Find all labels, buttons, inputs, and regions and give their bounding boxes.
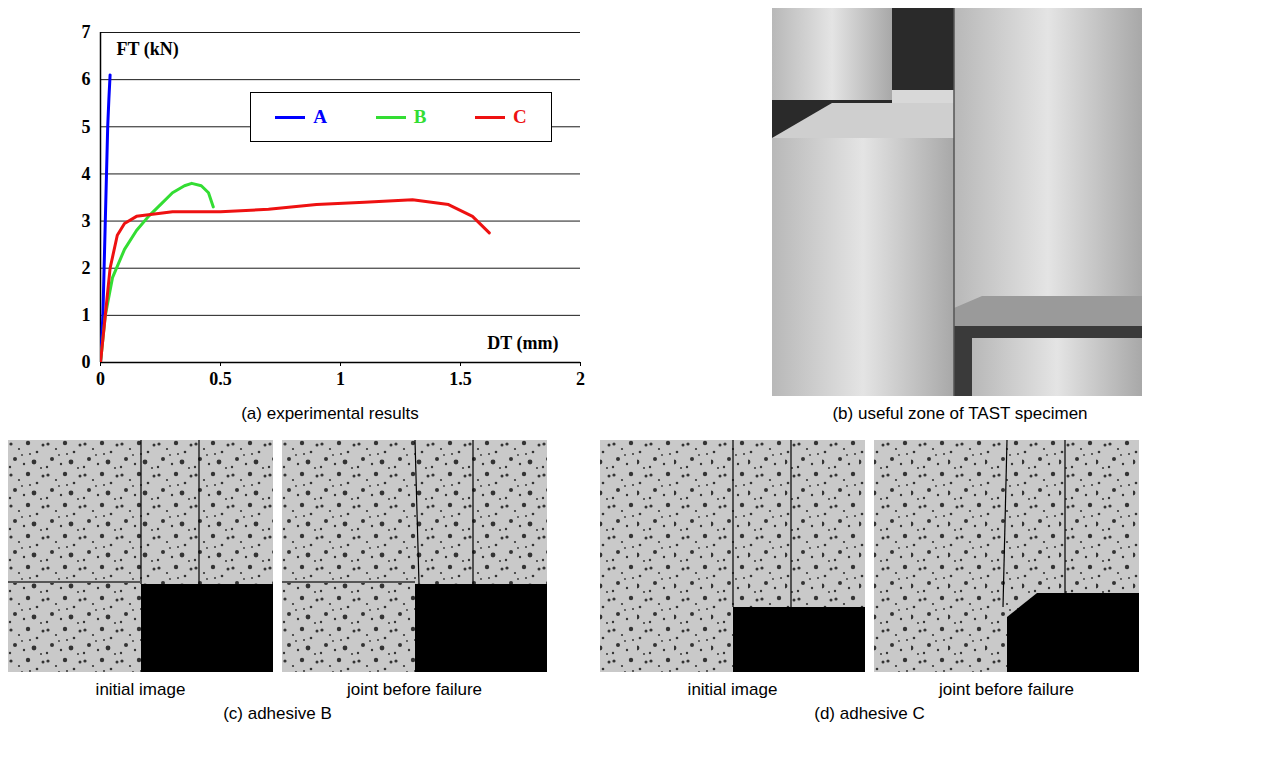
html-text:initial image: initial image xyxy=(95,680,186,699)
svg-text:2: 2 xyxy=(576,369,585,389)
html-text:(d) adhesive C: (d) adhesive C xyxy=(814,704,925,723)
svg-text:5: 5 xyxy=(82,117,91,137)
svg-text:7: 7 xyxy=(82,22,91,42)
svg-text:0: 0 xyxy=(82,352,91,372)
svg-text:0.5: 0.5 xyxy=(209,369,232,389)
svg-text:FT (kN): FT (kN) xyxy=(117,39,179,60)
svg-text:1: 1 xyxy=(82,305,91,325)
html-text:A: A xyxy=(313,106,327,127)
html-text:(a) experimental results: (a) experimental results xyxy=(241,404,419,423)
html-text:joint before failure: joint before failure xyxy=(346,680,483,699)
html-text:joint before failure: joint before failure xyxy=(938,680,1075,699)
svg-text:6: 6 xyxy=(82,69,91,89)
svg-text:2: 2 xyxy=(82,258,91,278)
svg-text:1: 1 xyxy=(336,369,345,389)
html-text:(b) useful zone of TAST specim: (b) useful zone of TAST specimen xyxy=(832,404,1088,423)
svg-text:0: 0 xyxy=(96,369,105,389)
html-text:initial image: initial image xyxy=(687,680,778,699)
svg-text:DT (mm): DT (mm) xyxy=(487,333,558,354)
svg-text:1.5: 1.5 xyxy=(449,369,472,389)
html-text:C: C xyxy=(512,106,527,127)
html-text:(c) adhesive B: (c) adhesive B xyxy=(223,704,332,723)
svg-text:3: 3 xyxy=(82,211,91,231)
svg-text:4: 4 xyxy=(82,164,91,184)
html-text:B: B xyxy=(413,106,427,127)
